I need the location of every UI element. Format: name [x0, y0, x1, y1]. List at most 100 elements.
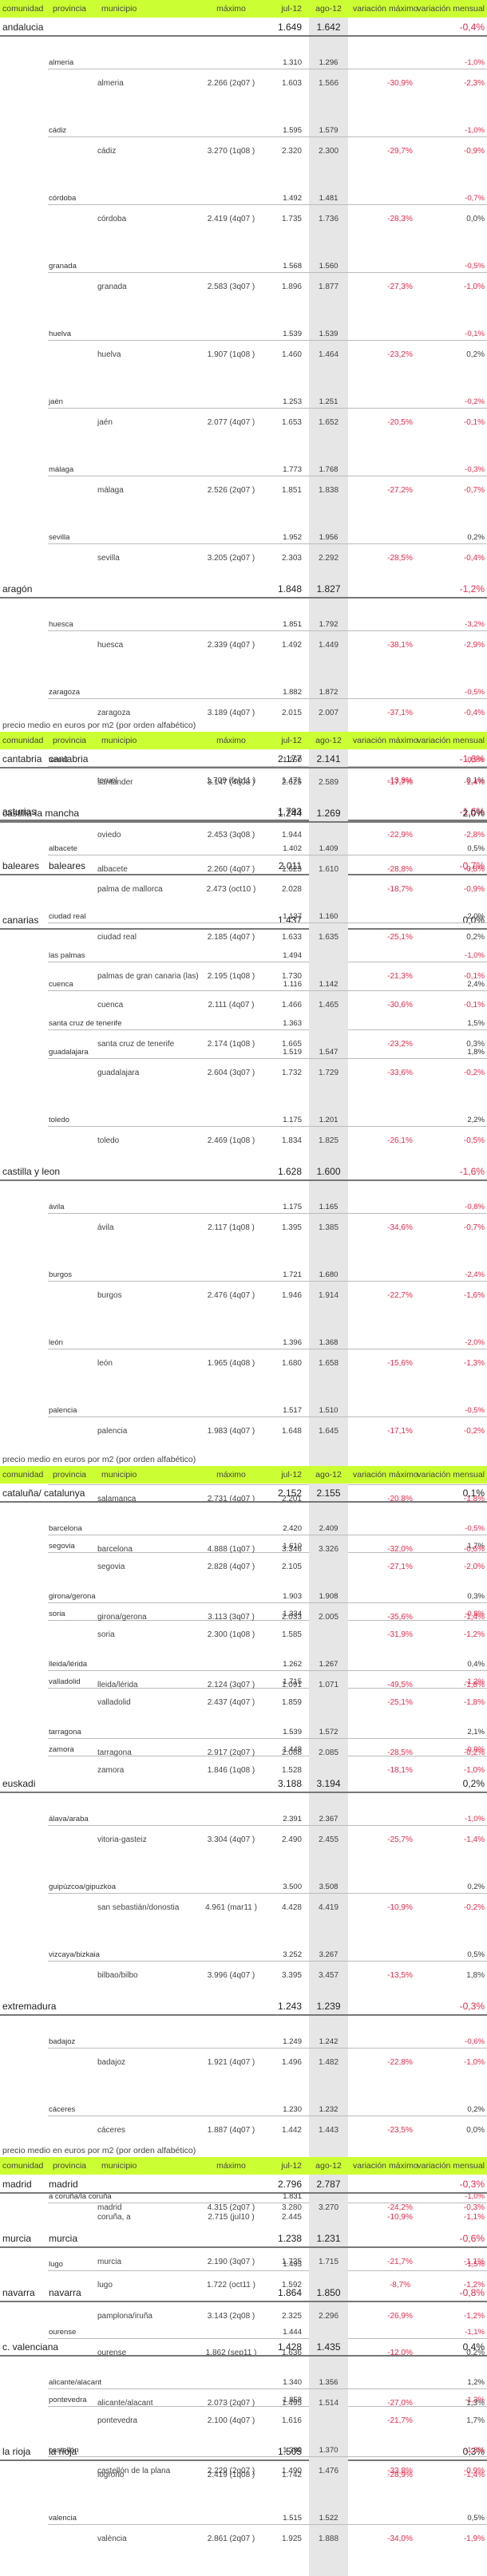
cell-ago: 1.610	[318, 865, 339, 874]
cell-variacion-maximo: -23,2%	[387, 350, 413, 359]
cell-jul: 1.595	[283, 126, 302, 135]
header-comunidad: comunidad	[2, 2161, 44, 2171]
cell-maximo: 1.722 (oct11 )	[207, 2281, 255, 2290]
cell-provincia: huelva	[49, 330, 71, 338]
cell-jul: 1.851	[283, 620, 302, 629]
cell-ago: 1.409	[319, 844, 339, 853]
cell-jul: 1.310	[283, 58, 302, 67]
cell-ago: 1.872	[319, 688, 339, 697]
provincia-row: valencia 1.515 1.522 0,5%	[0, 2508, 487, 2525]
cell-ago: 2.007	[318, 709, 339, 717]
cell-jul: 1.882	[283, 688, 302, 697]
cell-variacion-maximo: -32,0%	[387, 1545, 413, 1554]
cell-jul: 2.420	[283, 1524, 302, 1533]
cell-variacion-maximo: -34,0%	[387, 2535, 413, 2543]
cell-jul: 1.519	[283, 1048, 302, 1057]
cell-municipio: barcelona	[97, 1545, 133, 1554]
row-divider	[48, 1688, 487, 1689]
cell-variacion-mensual: 2,0%	[462, 808, 485, 819]
cell-variacion-mensual: 1,3%	[466, 2399, 485, 2408]
cell-jul: 3.395	[281, 1971, 302, 1980]
row-divider	[48, 543, 487, 544]
cell-variacion-mensual: 2,1%	[467, 1728, 485, 1736]
cell-variacion-maximo: -31,9%	[387, 1630, 413, 1639]
cell-jul: 1.834	[281, 1136, 302, 1145]
header-ago: ago-12	[315, 2161, 342, 2171]
cell-maximo: 2.190 (3q07 )	[207, 2258, 255, 2266]
cell-jul: 1.721	[283, 1270, 302, 1279]
cell-municipio: zaragoza	[97, 709, 131, 717]
cell-variacion-mensual: -0,4%	[459, 22, 485, 33]
cell-variacion-mensual: -0,2%	[463, 1748, 485, 1757]
cell-jul: 1.528	[281, 1766, 302, 1775]
cell-jul: 1.495	[281, 2399, 302, 2408]
comunidad-row: euskadi 3.188 3.194 0,2%	[0, 1774, 487, 1793]
municipio-row: bilbao/bilbo 3.996 (4q07 ) 3.395 3.457 -13,5…	[0, 1962, 487, 1997]
cell-provincia: valencia	[49, 2514, 77, 2523]
table-caption: precio medio en euros por m2 (por orden …	[2, 2146, 196, 2155]
cell-variacion-mensual: -0,6%	[465, 2037, 485, 2046]
cell-maximo: 2.453 (3q08 )	[207, 831, 255, 840]
cell-maximo: 1.887 (4q07 )	[207, 2126, 255, 2135]
comunidad-row: navarra navarra 1.864 1.850 -0,8%	[0, 2283, 487, 2302]
row-divider	[48, 340, 487, 341]
municipio-row: león 1.965 (4q08 ) 1.680 1.658 -15,6% -1,3%	[0, 1349, 487, 1385]
header-jul: jul-12	[281, 2161, 302, 2171]
cell-municipio: oviedo	[97, 831, 121, 840]
header-maximo: máximo	[216, 2161, 246, 2171]
cell-maximo: 3.205 (2q07 )	[207, 554, 255, 563]
cell-maximo: 2.195 (1q08 )	[207, 972, 255, 981]
cell-jul: 1.896	[281, 282, 302, 291]
provincia-row: albacete 1.402 1.409 0,5%	[0, 839, 487, 855]
cell-municipio: ciudad real	[97, 933, 137, 942]
cell-variacion-maximo: -28,3%	[387, 215, 413, 223]
cell-variacion-mensual: -1,3%	[463, 1359, 485, 1368]
cell-variacion-mensual: -1,6%	[463, 1291, 485, 1300]
cell-comunidad: madrid	[2, 2179, 32, 2190]
provincia-row: girona/gerona 1.903 1.908 0,3%	[0, 1586, 487, 1603]
municipio-row: alicante/alacant 2.073 (2q07 ) 1.495 1.514 -…	[0, 2389, 487, 2424]
cell-municipio: castellón de la plana	[97, 2467, 171, 2475]
cell-provincia: guadalajara	[49, 1048, 89, 1057]
row-divider	[48, 2406, 487, 2407]
cell-ago: 1.956	[319, 533, 339, 542]
cell-variacion-maximo: -29,7%	[387, 147, 413, 156]
cell-jul: 1.952	[283, 533, 302, 542]
cell-jul: 1.568	[283, 262, 302, 271]
cell-jul: 1.334	[283, 1610, 302, 1618]
cell-jul: 1.735	[281, 215, 302, 223]
cell-maximo: 1.965 (4q08 )	[207, 1359, 255, 1368]
header-variacion-mensual: variación mensual	[417, 736, 485, 745]
cell-jul: 1.859	[281, 1698, 302, 1707]
comunidad-row: cantabria cantabria 2.177 2.141 -1,6%	[0, 749, 487, 768]
cell-ago: 2.367	[319, 1815, 339, 1823]
cell-jul: 1.116	[283, 980, 302, 989]
cell-jul: 1.515	[283, 2514, 302, 2523]
cell-provincia: albacete	[49, 844, 77, 853]
cell-variacion-maximo: -10,9%	[387, 2213, 413, 2222]
cell-provincia: teruel	[49, 756, 68, 765]
cell-municipio: ávila	[97, 1223, 114, 1232]
cell-municipio: soria	[97, 1630, 115, 1639]
cell-variacion-mensual: -1,4%	[463, 1613, 485, 1622]
cell-maximo: 2.476 (4q07 )	[207, 1291, 255, 1300]
row-spacer	[0, 1503, 487, 1519]
cell-ago: 2.589	[318, 778, 339, 787]
table-section: precio medio en euros por m2 (por orden …	[0, 2145, 487, 2576]
cell-variacion-mensual: -0,5%	[465, 262, 485, 271]
municipio-row: málaga 2.526 (2q07 ) 1.851 1.838 -27,2% -0,7%	[0, 476, 487, 512]
cell-jul: 1.649	[277, 22, 302, 33]
cell-municipio: valladolid	[97, 1698, 131, 1707]
municipio-row: burgos 2.476 (4q07 ) 1.946 1.914 -22,7% -1,6%	[0, 1282, 487, 1317]
provincia-row: málaga 1.773 1.768 -0,3%	[0, 460, 487, 476]
header-provincia: provincia	[53, 2161, 87, 2171]
cell-variacion-mensual: 0,1%	[462, 1488, 485, 1499]
provincia-row: sevilla 1.952 1.956 0,2%	[0, 527, 487, 544]
row-spacer	[0, 891, 487, 907]
cell-variacion-mensual: -0,1%	[463, 972, 485, 981]
cell-provincia: pontevedra	[49, 2396, 87, 2404]
cell-jul: 1.250	[283, 756, 302, 765]
provincia-row: córdoba 1.492 1.481 -0,7%	[0, 188, 487, 205]
cell-jul: 1.471	[281, 776, 302, 785]
cell-jul: 1.793	[277, 806, 302, 817]
